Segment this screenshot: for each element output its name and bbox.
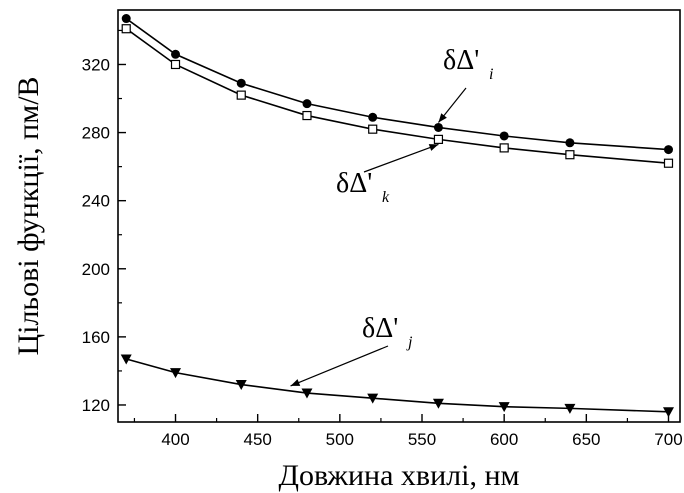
annotation-arrow-j [290,345,389,387]
data-point-s0-5 [433,122,443,132]
data-point-s0-1 [171,49,181,59]
annotation-arrowhead-j [290,379,301,386]
annotation-subscript-j: j [406,334,413,351]
series-line-2 [126,358,669,413]
data-point-s2-1 [170,368,182,379]
data-point-s2-5 [432,398,444,409]
y-tick-label: 200 [82,260,110,279]
data-point-s1-0 [121,24,131,34]
annotation-subscript-k: k [382,189,390,206]
x-tick-label: 650 [572,430,600,449]
data-point-s1-3 [302,110,312,121]
annotation-label-i: δΔ' [443,45,479,76]
data-point-s0-8 [663,145,673,155]
x-tick-label: 500 [326,430,354,449]
tick-labels: 400 450 500 550 600 650 700 120 160 200 240 280 320 [82,55,683,449]
data-point-s2-0 [120,354,132,365]
annotation-arrowhead-k [428,144,439,151]
annotations: δΔ' i δΔ' k δΔ' j [290,45,493,387]
plot-frame [117,9,681,423]
x-tick-label: 600 [490,430,518,449]
data-point-s0-4 [368,112,378,122]
data-point-s1-5 [433,134,444,144]
data-point-s1-1 [170,59,181,70]
annotation-subscript-i: i [489,66,493,83]
data-point-s0-2 [236,78,246,88]
x-tick-label: 700 [654,430,682,449]
data-point-s2-3 [301,388,313,399]
annotation-arrowhead-i [438,113,447,123]
x-tick-label: 550 [408,430,436,449]
y-tick-label: 160 [82,328,110,347]
data-point-s2-6 [498,402,510,413]
series-line-0 [125,17,669,151]
series-markers [120,14,674,418]
data-point-s2-2 [235,380,247,391]
y-tick-label: 240 [82,192,110,211]
x-axis-title: Довжина хвилі, нм [279,459,520,492]
data-point-s0-3 [302,99,312,109]
y-axis-title: Цільові функції, пм/В [12,76,45,355]
data-point-s2-8 [662,407,674,418]
data-point-s0-6 [499,131,509,141]
y-tick-label: 320 [82,55,110,74]
x-tick-label: 400 [161,430,189,449]
data-point-s0-0 [121,14,131,24]
data-point-s2-4 [367,393,379,404]
data-point-s1-6 [499,143,509,153]
y-tick-label: 280 [82,124,110,143]
y-tick-label: 120 [82,396,110,415]
annotation-arrow-k [363,143,439,173]
data-point-s0-7 [565,138,575,148]
series-lines [125,17,669,413]
data-point-s1-7 [565,150,575,160]
x-tick-label: 450 [243,430,271,449]
annotation-label-j: δΔ' [362,313,398,344]
series-line-1 [125,28,669,165]
data-point-s1-2 [236,90,246,100]
axis-ticks [118,29,670,422]
data-point-s1-8 [663,158,674,168]
data-point-s1-4 [368,124,378,134]
annotation-label-k: δΔ' [336,168,372,199]
data-point-s2-7 [564,403,576,414]
